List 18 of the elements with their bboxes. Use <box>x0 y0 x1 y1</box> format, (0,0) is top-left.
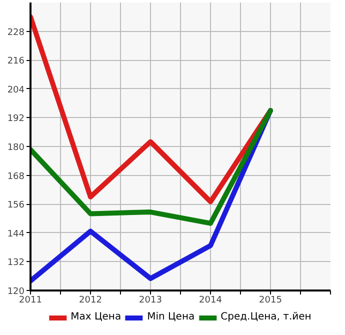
legend-label: Max Цена <box>70 312 122 322</box>
legend-label: Min Цена <box>147 312 195 322</box>
y-tick-label: 204 <box>7 85 25 96</box>
y-tick-label: 180 <box>7 143 25 153</box>
y-tick-label: 228 <box>7 28 25 38</box>
y-tick-label: 120 <box>7 287 25 297</box>
y-tick-label: 156 <box>7 200 25 211</box>
x-tick-label: 2011 <box>19 296 42 306</box>
x-tick-label: 2014 <box>199 296 222 306</box>
y-tick-label: 168 <box>7 172 25 182</box>
y-tick-label: 192 <box>7 114 25 124</box>
y-tick-label: 216 <box>7 56 25 67</box>
y-tick-label: 144 <box>7 229 25 240</box>
x-tick-label: 2013 <box>139 296 162 306</box>
x-tick-label: 2012 <box>79 296 102 306</box>
legend-label: Сред.Цена, т.йен <box>220 312 312 322</box>
x-tick-label: 2015 <box>259 296 282 306</box>
y-tick-label: 132 <box>7 258 25 268</box>
